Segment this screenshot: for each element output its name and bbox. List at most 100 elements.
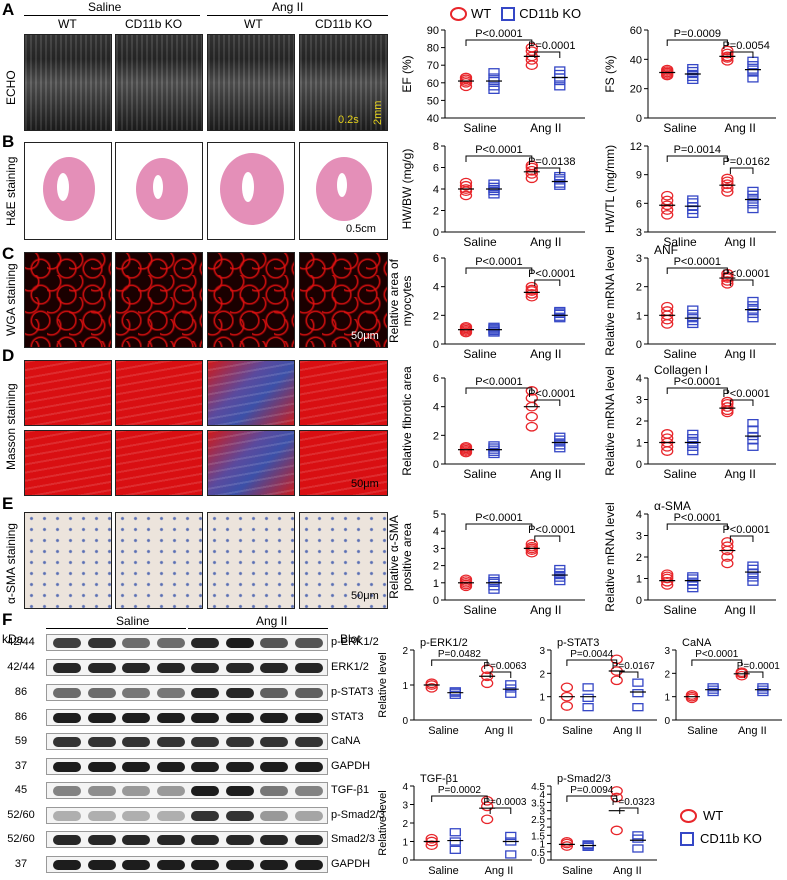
ko-point xyxy=(747,577,759,586)
he-image-wt-angii xyxy=(207,142,295,240)
y-tick-label-fs: 40 xyxy=(630,54,642,66)
blot-kda-8: 52/60 xyxy=(7,833,35,845)
y-tick-label-tgfb1: 3 xyxy=(402,801,408,812)
y-axis-label-fs: FS (%) xyxy=(603,55,617,92)
blot-band xyxy=(87,737,116,747)
wt-point xyxy=(721,552,734,562)
y-tick-label-sma_area: 5 xyxy=(433,509,439,521)
blot-band xyxy=(87,663,116,673)
y-tick-label-pstat3: 0 xyxy=(539,716,545,727)
masson-vessel-wt-saline xyxy=(24,360,112,426)
blot-band xyxy=(156,835,185,845)
wt-point xyxy=(525,541,538,552)
x-tick-label-myocytes: Saline xyxy=(463,347,497,361)
y-tick-label-psmad: 4 xyxy=(539,790,545,801)
bracket-angii xyxy=(489,671,512,678)
x-tick-label-anf: Ang II xyxy=(724,347,755,361)
blot-band xyxy=(87,860,116,870)
ko-point xyxy=(554,66,566,75)
y-tick-label-anf: 3 xyxy=(636,253,642,265)
bracket-wt xyxy=(666,267,728,274)
p-value-label: P=0.0094 xyxy=(570,785,614,796)
wt-point xyxy=(721,48,734,59)
wt-point xyxy=(459,72,473,83)
y-tick-label-ef: 50 xyxy=(427,95,439,107)
blot-kda-2: 86 xyxy=(14,686,28,698)
y-axis-label-tgfb1: Relative level xyxy=(377,790,389,855)
x-tick-label-hwtl: Ang II xyxy=(724,235,755,249)
bracket-angii xyxy=(744,671,764,678)
y-tick-label-collagen: 4 xyxy=(636,373,642,385)
blot-band xyxy=(122,786,150,796)
ko-point xyxy=(707,683,719,692)
blot-band xyxy=(156,737,185,747)
blot-kda-5: 37 xyxy=(14,760,28,772)
blot-kda-4: 59 xyxy=(14,735,28,747)
blot-band xyxy=(122,762,150,772)
y-tick-label-cana: 1 xyxy=(664,693,670,704)
p-value-label: P=0.0063 xyxy=(483,661,527,672)
ko-point xyxy=(505,689,517,698)
y-tick-label-ef: 40 xyxy=(427,113,439,125)
blot-kda-0: 42/44 xyxy=(7,636,35,648)
wga-scale-bar: 50μm xyxy=(351,330,379,342)
p-value-label: P<0.0001 xyxy=(475,376,522,388)
blot-band xyxy=(260,737,288,747)
p-value-label: P<0.0001 xyxy=(674,376,721,388)
wt-point xyxy=(661,571,674,582)
blot-strip-9 xyxy=(46,856,328,873)
blot-band xyxy=(191,762,219,772)
chart-title-anf: ANF xyxy=(654,243,678,257)
y-tick-label-cana: 3 xyxy=(664,646,670,657)
y-tick-label-hwbw: 8 xyxy=(433,141,439,153)
bracket-wt xyxy=(465,387,533,394)
group-label-saline: Saline xyxy=(88,0,122,14)
panel-label-d: D xyxy=(2,346,15,365)
y-axis-label-sma_area: positive area xyxy=(400,523,414,591)
masson-vessel-ko-saline xyxy=(115,360,203,426)
blot-band xyxy=(191,835,219,845)
blot-band xyxy=(87,688,116,698)
ko-point xyxy=(505,684,517,693)
x-tick-label-pstat3: Saline xyxy=(562,725,593,737)
y-tick-label-myocytes: 2 xyxy=(433,310,439,322)
echo-time-scale: 0.2s xyxy=(338,114,359,126)
wt-point xyxy=(459,190,473,201)
x-tick-label-pstat3: Ang II xyxy=(613,725,642,737)
wt-point xyxy=(721,276,734,286)
ko-point xyxy=(632,678,644,687)
panel-label-a: A xyxy=(2,0,15,19)
y-axis-label-hwbw: HW/BW (mg/g) xyxy=(400,149,414,230)
bracket-wt xyxy=(431,795,488,802)
wt-point xyxy=(721,396,734,407)
wt-point xyxy=(721,173,734,184)
blot-strip-7 xyxy=(46,807,328,824)
y-tick-label-psmad: 3.5 xyxy=(531,798,545,809)
y-axis-label-anf: Relative mRNA level xyxy=(603,246,617,355)
wt-point xyxy=(721,45,734,56)
ko-point xyxy=(747,561,759,570)
ko-point xyxy=(582,840,594,849)
blot-band xyxy=(225,811,254,821)
y-tick-label-sma_area: 0 xyxy=(433,595,439,607)
bracket-angii xyxy=(729,279,754,286)
blot-label-1: ERK1/2 xyxy=(331,661,369,673)
blot-band xyxy=(53,688,81,698)
y-tick-label-fibrotic: 6 xyxy=(433,373,439,385)
blot-band xyxy=(191,786,219,796)
blot-band xyxy=(225,762,254,772)
group-label-angii: Ang II xyxy=(272,0,304,14)
blot-band xyxy=(53,713,81,723)
ko-point xyxy=(554,432,566,441)
blot-label-4: CaNA xyxy=(331,735,361,747)
y-tick-label-hwbw: 0 xyxy=(433,227,439,239)
blot-band xyxy=(87,638,116,648)
blot-band xyxy=(53,638,81,648)
ko-point xyxy=(747,74,759,83)
ko-point xyxy=(505,831,517,841)
x-tick-label-hwtl: Saline xyxy=(663,235,697,249)
x-tick-label-ef: Saline xyxy=(463,121,497,135)
blot-header: Blot xyxy=(340,632,361,646)
wt-point xyxy=(425,682,438,693)
blot-band xyxy=(260,835,288,845)
